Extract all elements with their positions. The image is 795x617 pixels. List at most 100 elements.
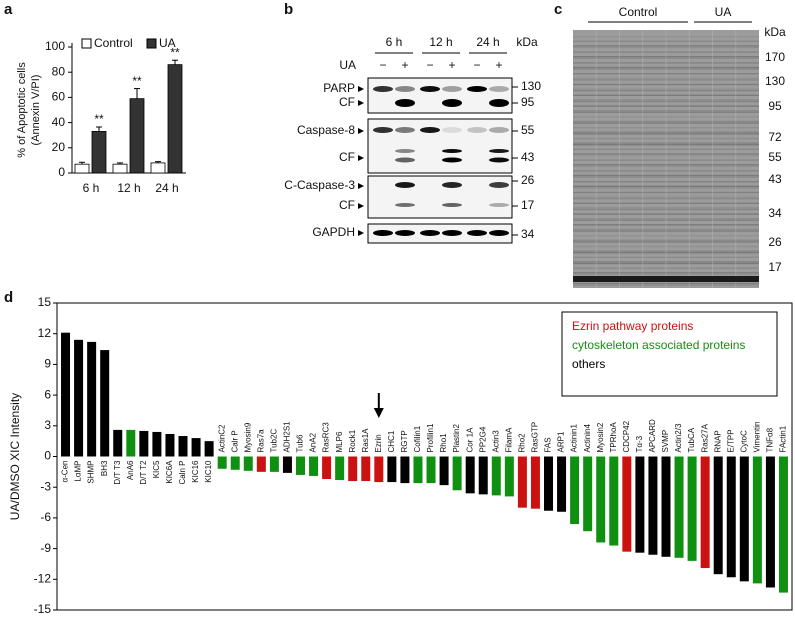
band <box>489 157 509 163</box>
row-label: Caspase-8 <box>297 123 355 137</box>
x-tick-label: α-Cen <box>61 461 70 483</box>
size-label: 43 <box>521 150 535 164</box>
legend-frame <box>561 311 778 397</box>
legend-label: Control <box>94 36 133 50</box>
gel-band <box>573 46 759 49</box>
gel-band <box>573 219 759 221</box>
bar <box>544 456 554 511</box>
x-tick-label: D/T T2 <box>139 460 148 485</box>
gel-band <box>573 250 759 252</box>
x-tick-label: RNAP <box>713 430 722 452</box>
gel-band <box>573 100 759 103</box>
gel-band <box>573 224 759 226</box>
band <box>395 127 415 133</box>
marker-label: 95 <box>768 99 782 113</box>
marker-label: 17 <box>768 260 782 274</box>
x-tick-label: AnA2 <box>309 432 318 452</box>
gel-band <box>573 105 759 107</box>
band <box>489 86 509 92</box>
band <box>442 127 462 133</box>
bar <box>622 456 632 552</box>
gel-band <box>573 51 759 53</box>
x-tick-label: BH3 <box>100 460 109 476</box>
bar <box>765 456 775 588</box>
bar <box>426 456 436 484</box>
gel-band <box>573 185 759 187</box>
x-tick-label: Actin2/3 <box>674 423 683 452</box>
gel-band <box>573 282 759 285</box>
y-tick-label: 0 <box>44 449 51 463</box>
marker-label: 72 <box>768 130 782 144</box>
blot-panel <box>367 175 513 219</box>
gel-band <box>573 239 759 241</box>
row-arrow <box>358 86 364 92</box>
gel-band <box>573 191 759 194</box>
band <box>489 203 509 207</box>
bar <box>100 350 110 457</box>
x-tick-label: Actinin4 <box>583 423 592 452</box>
band <box>442 230 462 236</box>
gel-band <box>573 116 759 118</box>
bar <box>269 456 279 472</box>
bar <box>165 433 175 457</box>
x-tick-label: FActin1 <box>779 425 788 452</box>
gel-band <box>573 187 759 189</box>
gel-band <box>573 120 759 123</box>
bar <box>87 341 97 457</box>
row-label: CF <box>339 150 355 164</box>
row-arrow <box>358 230 364 236</box>
band <box>442 149 462 153</box>
x-tick-label: Ras1A <box>361 428 370 453</box>
legend-label: others <box>572 357 605 371</box>
group-label: UA <box>715 5 732 19</box>
band <box>395 157 415 163</box>
blot-panel <box>367 223 513 244</box>
group-label: Control <box>619 5 658 19</box>
gel-band <box>573 164 759 166</box>
x-tick-label: SVMP <box>661 430 670 453</box>
bar <box>139 430 149 457</box>
x-tick-label: SHMP <box>87 461 96 484</box>
gel-band <box>573 77 759 79</box>
band <box>489 99 509 107</box>
x-tick-label: FAS <box>544 437 553 452</box>
x-tick-label: CytoC <box>739 430 748 452</box>
bar <box>126 429 136 457</box>
band <box>395 230 415 236</box>
time-label: 6 h <box>386 35 403 49</box>
marker-label: 34 <box>768 206 782 220</box>
legend-label: Ezrin pathway proteins <box>572 319 693 333</box>
bar <box>256 456 266 472</box>
band <box>395 86 415 92</box>
x-tick-label: RasRC3 <box>322 422 331 453</box>
gel-band <box>573 218 759 220</box>
bar <box>400 456 410 484</box>
bar <box>465 456 475 494</box>
bar <box>504 456 514 497</box>
bar <box>295 456 305 475</box>
x-tick-label: LαMP <box>74 461 83 482</box>
x-tick-label: Rho1 <box>439 433 448 453</box>
y-tick-label: 3 <box>44 418 51 432</box>
gel-band <box>573 273 759 275</box>
bar <box>661 456 671 557</box>
bar <box>583 456 593 532</box>
gel-band <box>573 133 759 135</box>
gel-band <box>573 131 759 133</box>
y-tick-label: 100 <box>45 39 65 53</box>
bar <box>439 456 449 486</box>
bar <box>478 456 488 495</box>
x-tick-label: Actin3 <box>491 430 500 453</box>
unit-label: kDa <box>764 25 786 39</box>
gel-band <box>573 73 759 75</box>
bar <box>387 456 397 483</box>
legend-label: UA <box>159 36 176 50</box>
band <box>420 230 440 236</box>
x-tick-label: Myosin9 <box>243 422 252 452</box>
bar <box>243 456 253 471</box>
gel-band <box>573 45 759 47</box>
bar <box>687 456 697 561</box>
gel-band <box>573 252 759 254</box>
row-arrow <box>358 203 364 209</box>
